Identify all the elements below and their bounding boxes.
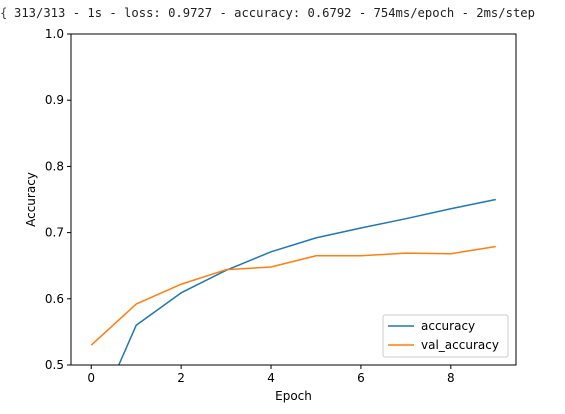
x-tick-label: 4 [267, 371, 275, 385]
x-axis: 0 2 4 6 8 [87, 365, 455, 385]
y-tick-label: 0.6 [45, 292, 64, 306]
x-tick-label: 2 [177, 371, 185, 385]
y-tick-label: 0.7 [45, 226, 64, 240]
y-axis: 0.5 0.6 0.7 0.8 0.9 1.0 [45, 27, 71, 372]
x-tick-label: 0 [87, 371, 95, 385]
series-line-val-accuracy [90, 245, 496, 346]
x-tick-label: 8 [447, 371, 455, 385]
y-tick-label: 0.5 [45, 358, 64, 372]
x-axis-label: Epoch [275, 389, 312, 403]
training-log-line: {313/313 - 1s - loss: 0.9727 - accuracy:… [0, 3, 565, 23]
y-axis-label: Accuracy [24, 172, 38, 227]
legend-label-val-accuracy: val_accuracy [421, 338, 499, 352]
plot-frame [70, 33, 517, 366]
legend-label-accuracy: accuracy [421, 319, 475, 333]
y-tick-label: 0.9 [45, 93, 64, 107]
legend: accuracy val_accuracy [382, 314, 509, 358]
output-bracket-icon: { [0, 6, 8, 20]
y-tick-label: 1.0 [45, 27, 64, 41]
training-log-text: 313/313 - 1s - loss: 0.9727 - accuracy: … [14, 6, 535, 20]
legend-box [382, 314, 509, 358]
x-tick-label: 6 [357, 371, 365, 385]
series-line-accuracy [117, 198, 496, 365]
y-tick-label: 0.8 [45, 159, 64, 173]
series-layer [90, 198, 496, 365]
